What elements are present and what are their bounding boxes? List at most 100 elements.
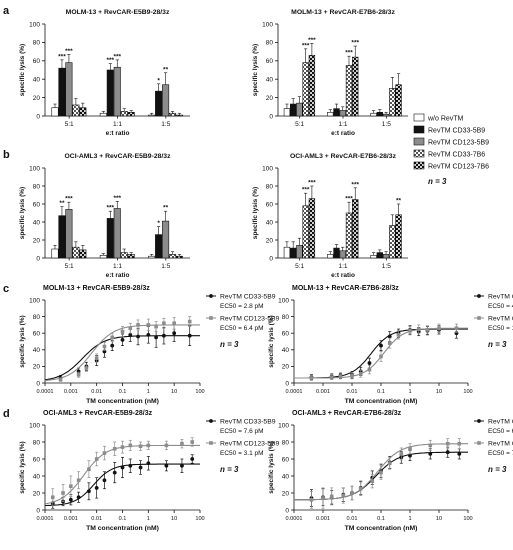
y-tick-label: 0: [36, 255, 40, 262]
y-tick-label: 0: [269, 113, 273, 120]
x-tick-label: 5:1: [295, 121, 304, 128]
data-point: [379, 354, 383, 359]
x-tick-label: 0.1: [119, 389, 127, 395]
bar: [382, 254, 390, 259]
bar: [296, 102, 303, 117]
x-tick-label: 0.01: [347, 516, 358, 522]
chart-a2: MOLM-13 + RevCAR-E7B6-28/3z 0 20 40 60 80 100 s…: [252, 9, 408, 137]
data-point: [350, 491, 354, 495]
y-tick-label: 100: [29, 21, 40, 28]
chart-title: MOLM-13 + RevCAR-E7B6-28/3z: [291, 9, 395, 16]
y-tick-label: 80: [282, 314, 290, 321]
data-point: [428, 443, 433, 448]
legend-swatch: [413, 113, 425, 122]
data-point: [76, 372, 81, 377]
x-tick-label: 0.01: [91, 516, 102, 522]
ec50-label: EC50 = 6.4 pM: [220, 325, 264, 332]
bar: [155, 90, 163, 117]
bar: [148, 255, 156, 259]
significance-label: ***: [345, 196, 353, 203]
significance-label: **: [163, 205, 169, 212]
x-axis-label: TM concentration (nM): [86, 525, 159, 532]
chart-title: OCI-AML3 + RevCAR-E5B9-28/3z: [43, 410, 153, 417]
x-tick-label: 0.1: [377, 389, 385, 395]
data-point: [138, 444, 143, 449]
ec50-label: EC50 = 3.1 pM: [220, 450, 264, 457]
bar: [339, 250, 346, 259]
significance-label: **: [59, 200, 65, 207]
data-point: [120, 465, 125, 470]
n-label: n = 3: [488, 340, 507, 349]
x-tick-label: 0.001: [316, 516, 330, 522]
y-axis-label: specific lysis (%): [268, 315, 275, 367]
ec50-label: EC50 = 124.9 pM: [488, 325, 513, 332]
chart-title: MOLM-13 + RevCAR-E7B6-28/3z: [292, 285, 399, 292]
legend-marker: [209, 294, 213, 298]
legend-label: RevTM CD33-5B9: [220, 294, 276, 301]
x-tick-label: 100: [463, 389, 472, 395]
legend-swatch: [413, 161, 425, 170]
bar: [308, 54, 316, 117]
bar: [327, 254, 334, 259]
x-tick-label: 1:5: [382, 121, 391, 128]
chart-c2: MOLM-13 + RevCAR-E7B6-28/3z 0 20 40 60 80 100 s…: [268, 285, 513, 405]
significance-label: ***: [308, 180, 316, 187]
legend-label: RevTM CD123-5B9: [428, 139, 489, 146]
data-point: [341, 493, 346, 498]
data-point: [338, 374, 343, 379]
bar: [106, 218, 114, 259]
data-point: [172, 321, 176, 326]
x-tick-label: 5:1: [295, 263, 304, 270]
data-point: [87, 467, 91, 471]
bar: [99, 112, 107, 117]
y-tick-label: 80: [282, 439, 290, 446]
x-tick-label: 1:5: [161, 121, 170, 128]
y-tick-label: 40: [266, 219, 274, 226]
bar: [113, 208, 121, 259]
y-tick-label: 80: [266, 183, 274, 190]
ec50-label: EC50 = 76.5 pM: [488, 450, 513, 457]
data-point: [309, 376, 314, 380]
data-point: [120, 445, 125, 449]
data-point: [120, 337, 125, 342]
x-tick-label: 10: [436, 516, 442, 522]
significance-label: *: [157, 220, 160, 227]
data-point: [180, 463, 184, 468]
data-point: [358, 486, 363, 491]
y-tick-label: 60: [33, 456, 41, 463]
y-tick-label: 40: [282, 473, 290, 480]
bar: [58, 67, 66, 117]
x-axis-label: e:t ratio: [331, 130, 355, 137]
bar: [79, 107, 87, 117]
significance-label: ***: [58, 53, 66, 60]
bar: [370, 255, 377, 259]
data-point: [154, 335, 159, 340]
data-point: [190, 457, 195, 461]
legend-marker: [477, 419, 481, 423]
significance-label: ***: [65, 196, 73, 203]
data-point: [387, 461, 392, 466]
data-point: [102, 451, 107, 455]
data-point: [454, 326, 459, 331]
data-point: [68, 497, 73, 502]
y-tick-label: 60: [33, 201, 41, 208]
significance-label: *: [157, 77, 160, 84]
data-point: [69, 484, 73, 488]
y-tick-label: 40: [266, 77, 274, 84]
chart-title: OCI-AML3 + RevCAR-E7B6-28/3z: [292, 410, 402, 417]
bar: [352, 56, 359, 117]
y-tick-label: 80: [33, 183, 41, 190]
significance-label: ***: [351, 40, 359, 47]
y-tick-label: 20: [282, 490, 290, 497]
data-point: [61, 491, 65, 495]
y-tick-label: 100: [262, 165, 273, 172]
data-point: [136, 323, 140, 327]
bar: [308, 198, 316, 259]
panel-label-a: a: [3, 5, 10, 17]
n-label: n = 3: [488, 465, 507, 474]
legend-label: RevTM CD33-7B6: [488, 419, 513, 426]
data-point: [329, 375, 334, 379]
chart-title: MOLM-13 + RevCAR-E5B9-28/3z: [66, 9, 170, 16]
x-tick-label: 0.0001: [285, 516, 302, 522]
y-axis-label: specific lysis (%): [252, 187, 259, 239]
